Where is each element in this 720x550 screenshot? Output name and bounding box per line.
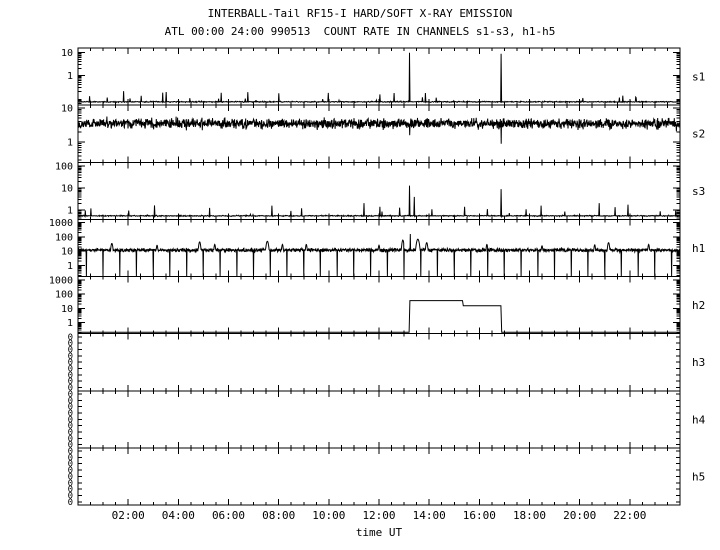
y-tick-label: 10 bbox=[61, 184, 73, 195]
series-s3 bbox=[78, 185, 680, 219]
series-s1 bbox=[78, 52, 680, 104]
y-tick-label: 1 bbox=[67, 261, 73, 272]
panel-label-h2: h2 bbox=[692, 299, 705, 312]
y-tick-label: 100 bbox=[55, 232, 73, 243]
x-tick-label: 06:00 bbox=[212, 509, 245, 522]
y-tick-label: 10 bbox=[61, 247, 73, 258]
y-tick-label: 1 bbox=[67, 138, 73, 149]
panel-label-s1: s1 bbox=[692, 71, 705, 84]
panel-box-s3 bbox=[77, 161, 681, 220]
panel-box-s1 bbox=[77, 47, 681, 106]
y-tick-label: 0 bbox=[68, 485, 73, 495]
y-tick-label: 0 bbox=[68, 472, 73, 482]
y-tick-label: 0 bbox=[68, 422, 73, 432]
y-tick-label: 10 bbox=[61, 103, 73, 114]
series-h2 bbox=[78, 300, 680, 333]
y-tick-label: 10 bbox=[61, 304, 73, 315]
y-tick-label: 0 bbox=[68, 491, 73, 501]
x-tick-label: 14:00 bbox=[413, 509, 446, 522]
y-tick-label: 0 bbox=[68, 498, 73, 508]
x-tick-label: 04:00 bbox=[162, 509, 195, 522]
y-tick-label: 0 bbox=[68, 434, 73, 444]
y-tick-label: 0 bbox=[68, 396, 73, 406]
y-tick-label: 0 bbox=[68, 441, 73, 451]
x-tick-label: 20:00 bbox=[563, 509, 596, 522]
y-tick-label: 1000 bbox=[49, 275, 73, 286]
x-axis-title: time UT bbox=[356, 526, 403, 539]
series-h1 bbox=[78, 233, 680, 276]
y-tick-label: 10 bbox=[61, 48, 73, 59]
x-tick-label: 12:00 bbox=[362, 509, 395, 522]
y-tick-label: 0 bbox=[68, 409, 73, 419]
y-tick-label: 0 bbox=[68, 358, 73, 368]
x-tick-label: 16:00 bbox=[463, 509, 496, 522]
y-tick-label: 1 bbox=[67, 206, 73, 217]
y-tick-label: 0 bbox=[68, 479, 73, 489]
y-tick-label: 0 bbox=[68, 365, 73, 375]
x-tick-label: 10:00 bbox=[312, 509, 345, 522]
y-tick-label: 0 bbox=[68, 384, 73, 394]
x-tick-label: 18:00 bbox=[513, 509, 546, 522]
panel-box-h5 bbox=[77, 447, 681, 506]
chart-subtitle: ATL 00:00 24:00 990513 COUNT RATE IN CHA… bbox=[164, 25, 556, 38]
panel-box-h1 bbox=[77, 218, 681, 277]
panel-box-h4 bbox=[77, 390, 681, 449]
panel-box-h3 bbox=[77, 333, 681, 392]
panel-label-s2: s2 bbox=[692, 128, 705, 141]
y-tick-label: 0 bbox=[68, 460, 73, 470]
x-tick-label: 02:00 bbox=[112, 509, 145, 522]
y-tick-label: 0 bbox=[68, 352, 73, 362]
y-tick-label: 0 bbox=[68, 447, 73, 457]
y-tick-label: 0 bbox=[68, 339, 73, 349]
panel-label-s3: s3 bbox=[692, 185, 705, 198]
y-tick-label: 0 bbox=[68, 415, 73, 425]
y-tick-label: 0 bbox=[68, 428, 73, 438]
series-s2 bbox=[78, 116, 680, 144]
y-tick-label: 100 bbox=[55, 162, 73, 173]
panel-label-h3: h3 bbox=[692, 356, 705, 369]
panel-label-h5: h5 bbox=[692, 470, 705, 483]
y-tick-label: 0 bbox=[68, 371, 73, 381]
y-tick-label: 0 bbox=[68, 345, 73, 355]
y-tick-label: 0 bbox=[68, 390, 73, 400]
chart-title: INTERBALL-Tail RF15-I HARD/SOFT X-RAY EM… bbox=[207, 7, 513, 20]
y-tick-label: 0 bbox=[68, 333, 73, 343]
y-tick-label: 0 bbox=[68, 453, 73, 463]
y-tick-label: 0 bbox=[68, 403, 73, 413]
panel-label-h4: h4 bbox=[692, 413, 706, 426]
y-tick-label: 100 bbox=[55, 290, 73, 301]
panel-label-h1: h1 bbox=[692, 242, 705, 255]
x-tick-label: 22:00 bbox=[613, 509, 646, 522]
y-tick-label: 1 bbox=[67, 318, 73, 329]
x-tick-label: 08:00 bbox=[262, 509, 295, 522]
y-tick-label: 1 bbox=[67, 71, 73, 82]
panel-box-h2 bbox=[77, 276, 681, 335]
y-tick-label: 1000 bbox=[49, 218, 73, 229]
panel-box-s2 bbox=[77, 104, 681, 163]
y-tick-label: 0 bbox=[68, 377, 73, 387]
y-tick-label: 0 bbox=[68, 466, 73, 476]
